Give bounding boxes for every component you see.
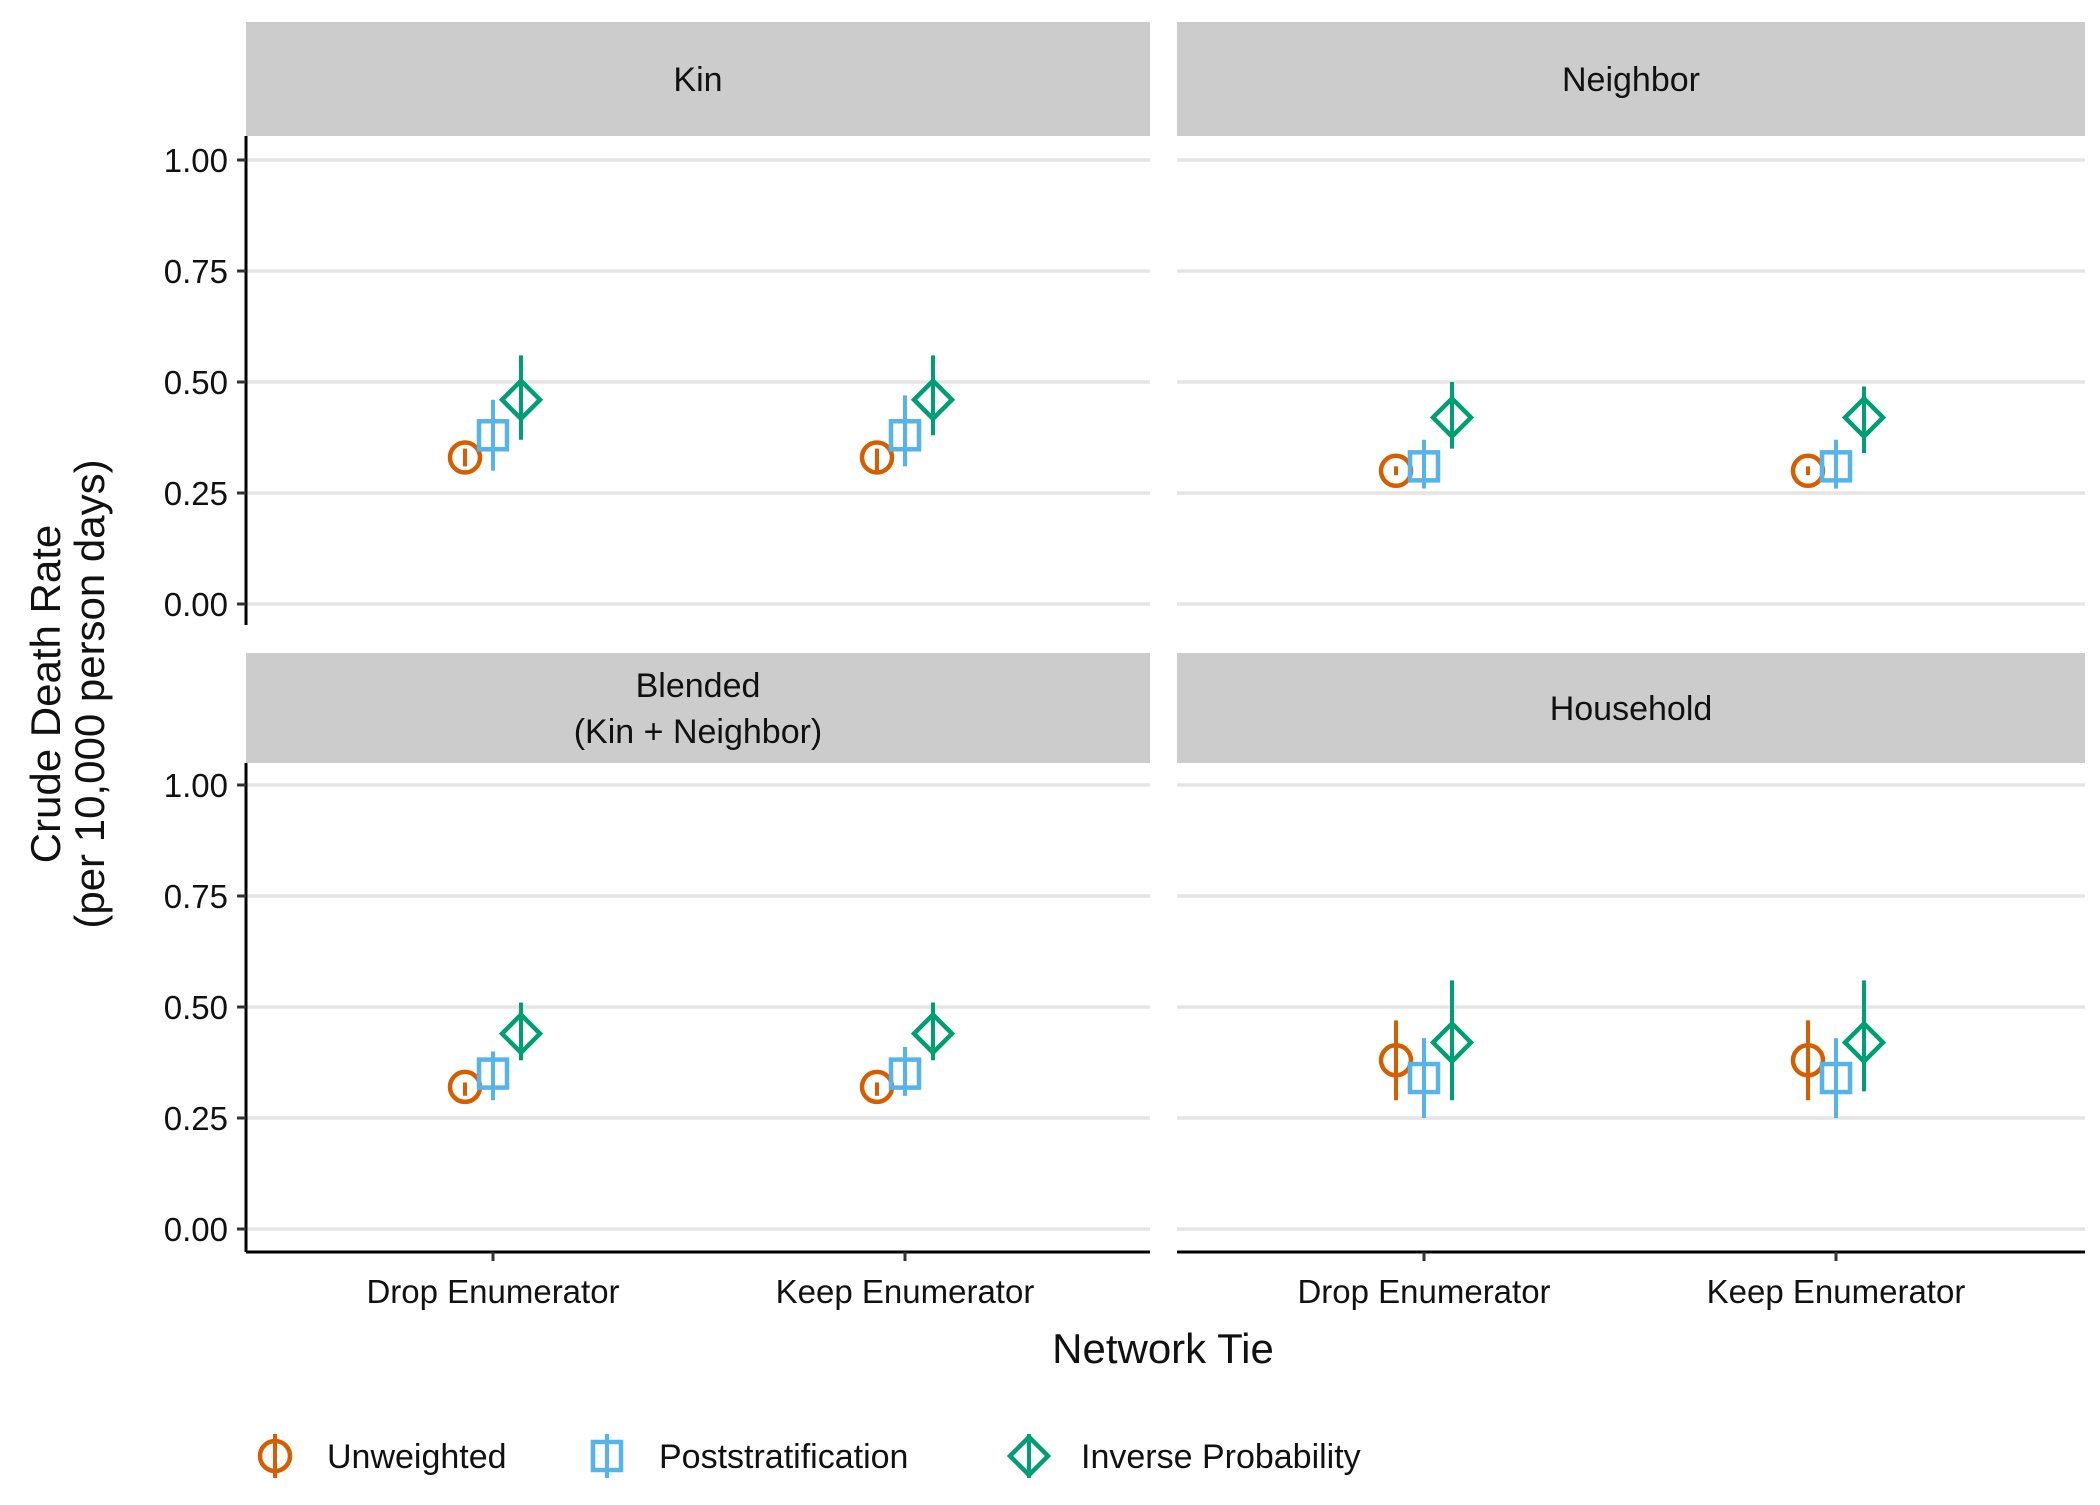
data-point [859,1069,895,1105]
x-tick-label: Keep Enumerator [1707,1273,1966,1310]
point-marker [1429,395,1475,440]
data-point [447,1069,483,1105]
data-point [1841,980,1887,1092]
facet-title: Kin [673,61,722,99]
point-marker [476,419,510,452]
facet-title: Neighbor [1562,61,1700,99]
facet-strip [246,653,1150,763]
legend-item: Poststratification [590,1434,908,1478]
facet-panel: Blended (Kin + Neighbor) 0.00 0.25 0.50 0.75 1… [164,653,1150,1310]
y-axis-title-line: (per 10,000 person days) [66,459,113,928]
data-point [1407,1038,1441,1118]
legend-key-marker [590,1439,624,1473]
data-point [498,1002,544,1061]
point-marker [476,1057,510,1090]
data-point [476,1051,510,1101]
legend-key-marker [257,1438,293,1474]
x-tick-label: Drop Enumerator [366,1273,619,1310]
x-tick-label: Keep Enumerator [776,1273,1035,1310]
data-point [476,399,510,471]
legend: Unweighted Poststratification Inverse Prob… [257,1433,1361,1479]
y-tick-label: 0.00 [164,1211,228,1248]
y-tick-label: 1.00 [164,142,228,179]
y-tick-label: 0.25 [164,475,228,512]
data-point [1790,1020,1826,1101]
data-point [1841,386,1887,454]
legend-label: Unweighted [327,1438,507,1476]
legend-label: Inverse Probability [1081,1438,1361,1476]
legend-label: Poststratification [659,1438,908,1476]
data-point [1429,382,1475,449]
point-marker [910,377,956,422]
point-marker [910,1011,956,1056]
point-marker [1407,450,1441,483]
y-tick-label: 0.50 [164,989,228,1026]
point-marker [1407,1061,1441,1095]
point-marker [1378,1043,1414,1078]
y-axis-title-line: Crude Death Rate [22,525,69,864]
point-marker [498,377,544,422]
data-point [910,1002,956,1061]
data-point [1407,439,1441,489]
y-tick-label: 0.75 [164,878,228,915]
point-marker [888,1057,922,1090]
data-point [1819,1038,1853,1118]
data-point [1378,1020,1414,1101]
y-tick-label: 0.25 [164,1100,228,1137]
point-marker [1790,1043,1826,1078]
x-tick-label: Drop Enumerator [1297,1273,1550,1310]
facet-panel: Household Drop Enumerator Keep Enumerator [1177,653,2085,1310]
point-marker [1841,395,1887,440]
data-point [1429,980,1475,1101]
point-marker [1819,450,1853,483]
facet-strip [1177,653,2085,763]
facet-title: Household [1550,690,1713,728]
y-tick-label: 1.00 [164,767,228,804]
point-marker [859,440,895,475]
y-tick-label: 0.50 [164,364,228,401]
data-point [888,1046,922,1096]
facet-title: Blended [636,667,761,705]
y-axis-title: Crude Death Rate(per 10,000 person days) [22,459,113,928]
facet-title: (Kin + Neighbor) [574,713,823,751]
data-point [888,395,922,467]
legend-key-marker [1006,1433,1052,1479]
data-point [1378,453,1414,489]
facet-panel: Neighbor [1177,22,2085,606]
data-point [859,440,895,475]
facet-strip [246,22,1150,136]
point-marker [447,440,483,475]
data-point [447,440,483,475]
point-marker [1841,1020,1887,1065]
data-point [1790,453,1826,489]
facet-strip [1177,22,2085,136]
data-point [1819,439,1853,489]
data-point [910,355,956,436]
point-marker [1429,1020,1475,1065]
data-point [498,355,544,440]
x-axis-title: Network Tie [1052,1325,1274,1372]
point-marker [498,1011,544,1056]
point-marker [1819,1061,1853,1095]
y-tick-label: 0.75 [164,253,228,290]
point-marker [888,419,922,452]
facet-panel: Kin 0.00 0.25 0.50 0.75 1.00 [164,22,1150,625]
y-tick-label: 0.00 [164,586,228,623]
legend-item: Unweighted [257,1434,507,1478]
legend-item: Inverse Probability [1006,1433,1361,1479]
